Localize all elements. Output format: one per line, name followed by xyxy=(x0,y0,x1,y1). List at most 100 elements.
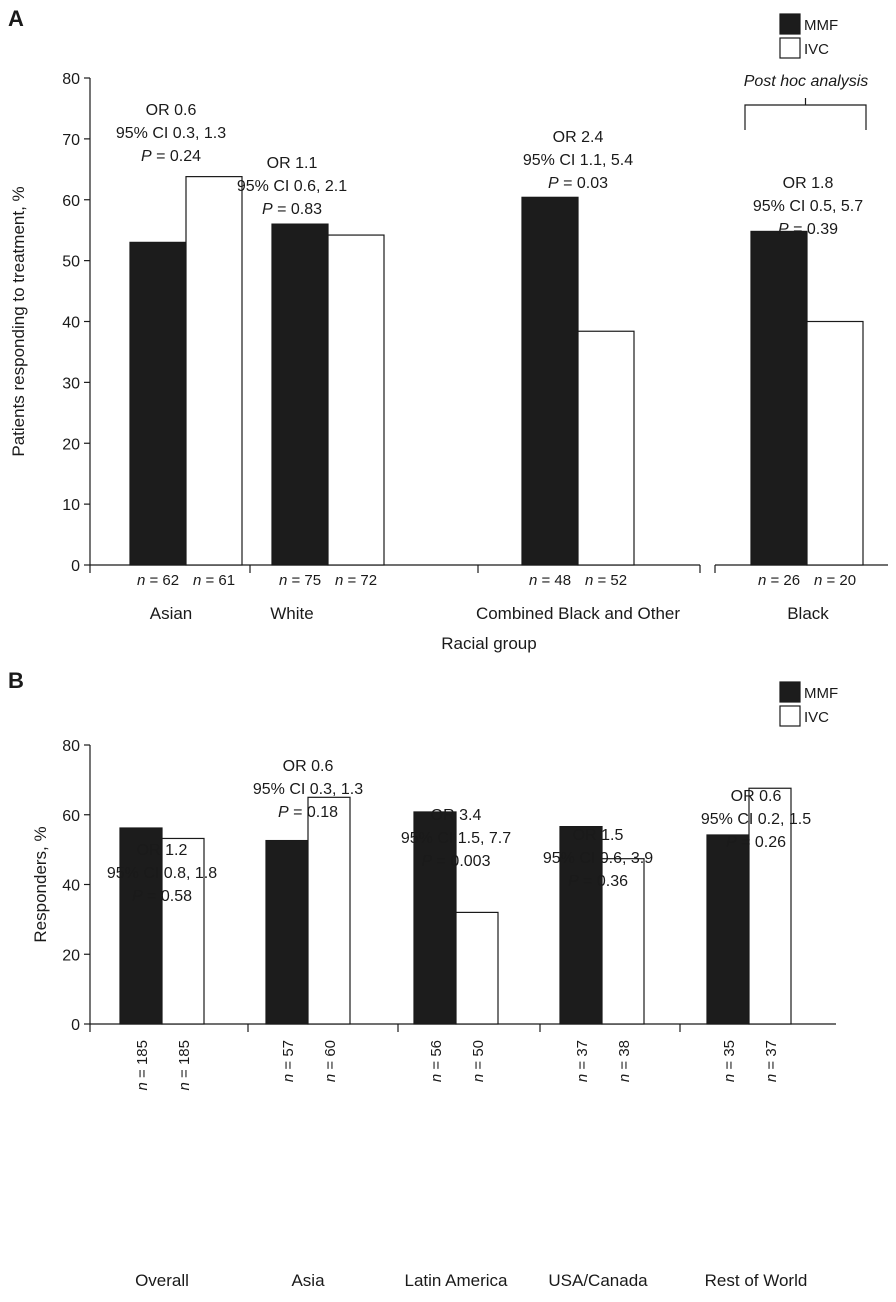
annotation-or: OR 0.6 xyxy=(731,788,782,805)
annotation-p-value: P = 0.18 xyxy=(278,804,338,821)
y-tick-label: 20 xyxy=(62,436,80,453)
legend-label-mmf: MMF xyxy=(804,17,838,34)
panel-letter-b: B xyxy=(8,668,24,693)
annotation-ci: 95% CI 1.5, 7.7 xyxy=(401,830,511,847)
panel-b: B 0 20 40 60 80 n = 185 n = 185 n = 57 n = 60 n = … xyxy=(8,668,836,1290)
category-label: Overall xyxy=(135,1271,189,1290)
category-label: Combined Black and Other xyxy=(476,604,680,623)
y-axis-label: Responders, % xyxy=(31,826,50,942)
y-tick-label: 20 xyxy=(62,947,80,964)
n-label: n = 72 xyxy=(335,572,377,589)
panel-a-legend: MMF IVC xyxy=(779,13,838,59)
bar-ivc-rest-of-world xyxy=(748,787,792,1025)
n-label: n = 62 xyxy=(137,572,179,589)
bar-mmf-black xyxy=(750,230,808,566)
n-label: n = 185 xyxy=(134,1040,151,1090)
panel-b-legend: MMF IVC xyxy=(779,681,838,727)
y-tick-label: 60 xyxy=(62,808,80,825)
legend-swatch-mmf xyxy=(779,681,801,703)
n-label: n = 185 xyxy=(176,1040,193,1090)
y-tick-label: 50 xyxy=(62,254,80,271)
n-label: n = 61 xyxy=(193,572,235,589)
legend-label-ivc: IVC xyxy=(804,709,829,726)
annotation-p-value: P = 0.39 xyxy=(778,221,838,238)
bar-ivc-white xyxy=(327,234,385,566)
bar-ivc-usa-canada xyxy=(601,858,645,1025)
annotation-p-value: P = 0.003 xyxy=(422,853,491,870)
annotation-ci: 95% CI 0.3, 1.3 xyxy=(116,125,226,142)
n-label: n = 75 xyxy=(279,572,321,589)
category-label: Rest of World xyxy=(705,1271,808,1290)
panel-a: A 0 10 20 30 40 50 60 70 80 n = 62 n = 61 n = 75 n = … xyxy=(8,6,888,653)
bar-ivc-asia xyxy=(307,796,351,1025)
post-hoc-bracket xyxy=(744,98,867,130)
bar-ivc-overall xyxy=(161,837,205,1025)
annotation-or: OR 1.1 xyxy=(267,155,318,172)
legend-swatch-ivc xyxy=(779,705,801,727)
bar-ivc-black xyxy=(806,320,864,566)
category-label: Asian xyxy=(150,604,193,623)
annotation-or: OR 2.4 xyxy=(553,129,604,146)
category-label: Black xyxy=(787,604,829,623)
y-tick-label: 0 xyxy=(71,558,80,575)
category-label: White xyxy=(270,604,313,623)
n-label: n = 38 xyxy=(616,1040,633,1082)
y-tick-label: 80 xyxy=(62,738,80,755)
legend-swatch-mmf xyxy=(779,13,801,35)
annotation-p-value: P = 0.03 xyxy=(548,175,608,192)
n-label: n = 35 xyxy=(721,1040,738,1082)
y-tick-label: 40 xyxy=(62,878,80,895)
annotation-or: OR 1.5 xyxy=(573,827,624,844)
x-axis-label: Racial group xyxy=(441,634,536,653)
n-label: n = 20 xyxy=(814,572,856,589)
n-label: n = 37 xyxy=(574,1040,591,1082)
annotation-ci: 95% CI 0.6, 3.9 xyxy=(543,850,653,867)
annotation-p-value: P = 0.36 xyxy=(568,873,628,890)
bar-ivc-latin-america xyxy=(455,911,499,1025)
legend-label-mmf: MMF xyxy=(804,685,838,702)
annotation-p-value: P = 0.26 xyxy=(726,834,786,851)
y-tick-label: 10 xyxy=(62,497,80,514)
panel-letter-a: A xyxy=(8,6,24,31)
legend-label-ivc: IVC xyxy=(804,41,829,58)
y-axis-label: Patients responding to treatment, % xyxy=(9,186,28,456)
bar-mmf-latin-america xyxy=(413,811,457,1025)
n-label: n = 48 xyxy=(529,572,571,589)
category-label: Asia xyxy=(291,1271,325,1290)
annotation-p-value: P = 0.58 xyxy=(132,888,192,905)
bar-ivc-combined-black-and-other xyxy=(577,330,635,566)
annotation-ci: 95% CI 0.2, 1.5 xyxy=(701,811,811,828)
bar-mmf-asia xyxy=(265,839,309,1025)
n-label: n = 26 xyxy=(758,572,800,589)
annotation-ci: 95% CI 0.5, 5.7 xyxy=(753,198,863,215)
legend-swatch-ivc xyxy=(779,37,801,59)
bar-mmf-combined-black-and-other xyxy=(521,196,579,566)
n-label: n = 60 xyxy=(322,1040,339,1082)
bar-mmf-asian xyxy=(129,241,187,566)
annotation-p-value: P = 0.24 xyxy=(141,148,201,165)
bar-mmf-usa-canada xyxy=(559,826,603,1025)
bar-mmf-white xyxy=(271,223,329,566)
y-tick-label: 70 xyxy=(62,132,80,149)
annotation-ci: 95% CI 0.6, 2.1 xyxy=(237,178,347,195)
category-label: USA/Canada xyxy=(548,1271,648,1290)
annotation-or: OR 0.6 xyxy=(146,102,197,119)
annotation-ci: 95% CI 1.1, 5.4 xyxy=(523,152,633,169)
y-tick-label: 0 xyxy=(71,1017,80,1034)
annotation-or: OR 1.2 xyxy=(137,842,188,859)
annotation-ci: 95% CI 0.8, 1.8 xyxy=(107,865,217,882)
y-tick-label: 40 xyxy=(62,315,80,332)
annotation-or: OR 1.8 xyxy=(783,175,834,192)
bar-mmf-rest-of-world xyxy=(706,834,750,1025)
annotation-or: OR 0.6 xyxy=(283,758,334,775)
category-label: Latin America xyxy=(405,1271,509,1290)
n-label: n = 37 xyxy=(763,1040,780,1082)
annotation-ci: 95% CI 0.3, 1.3 xyxy=(253,781,363,798)
bar-ivc-asian xyxy=(185,176,243,566)
n-label: n = 52 xyxy=(585,572,627,589)
annotation-or: OR 3.4 xyxy=(431,807,482,824)
n-label: n = 50 xyxy=(470,1040,487,1082)
n-label: n = 57 xyxy=(280,1040,297,1082)
y-tick-label: 30 xyxy=(62,375,80,392)
